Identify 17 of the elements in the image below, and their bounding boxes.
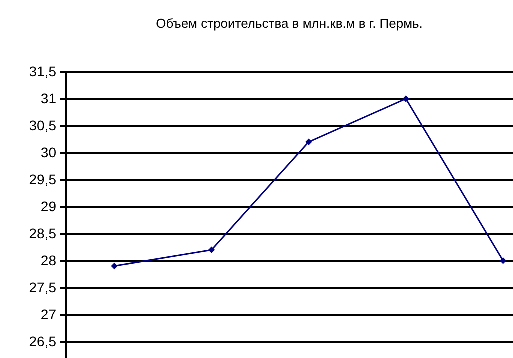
y-tick-label: 27,5 [29,279,57,296]
y-tick-label: 28 [40,252,57,268]
y-tick-label: 28,5 [29,225,57,242]
point [306,138,312,146]
y-tick-label: 29,5 [29,171,57,188]
y-tick-label: 31,5 [29,64,57,80]
point [208,246,216,254]
y-tick-label: 26,5 [29,333,57,350]
point [111,262,118,270]
y-tick-label: 31 [40,90,57,106]
y-tick-label: 27 [40,306,57,322]
point [500,258,507,264]
y-tick-label: 30,5 [29,117,57,134]
y-tick-label: 30 [40,144,57,160]
chart-title: Объем строительства в млн.кв.м в г. Пермь. [156,16,423,31]
y-tick-label: 29 [40,198,57,214]
point [402,96,410,102]
